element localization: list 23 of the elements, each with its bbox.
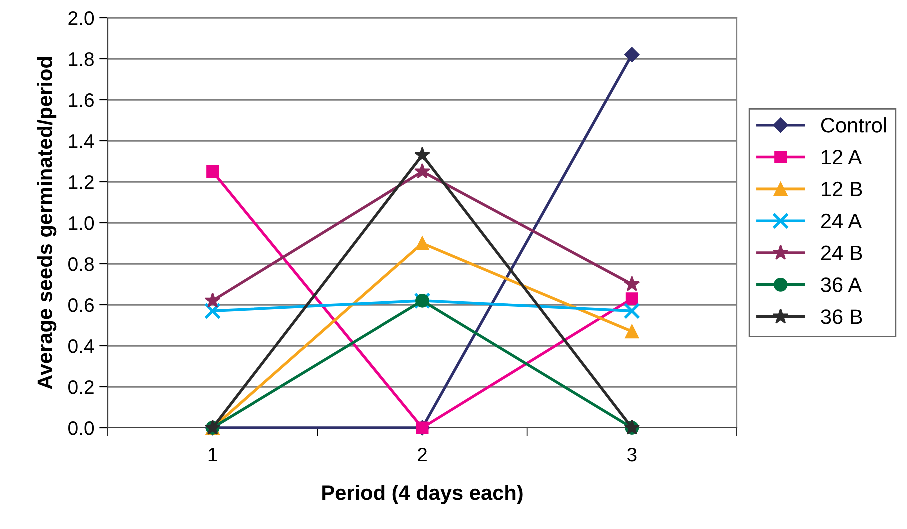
x-tick-label: 3	[628, 448, 637, 462]
legend-label: 24 B	[821, 246, 862, 260]
legend-label: Control	[821, 118, 886, 133]
x-axis-title: Period (4 days each)	[322, 485, 523, 504]
y-tick-label: 0.6	[68, 298, 94, 312]
y-axis-title: Average seeds germinated/period	[37, 57, 57, 390]
y-tick-label: 1.4	[69, 134, 94, 148]
y-tick-label: 1.6	[69, 93, 94, 108]
y-tick-label: 1.2	[69, 175, 94, 190]
x-tick-label: 1	[208, 448, 218, 462]
y-tick-label: 0.8	[68, 257, 94, 272]
y-tick-label: 0.4	[68, 339, 94, 354]
y-tick-label: 1.8	[69, 52, 94, 66]
legend-label: 36 B	[821, 310, 862, 324]
legend-label: 36 A	[821, 278, 862, 292]
y-tick-label: 2.0	[68, 11, 94, 26]
legend-label: 24 A	[821, 214, 862, 228]
x-tick-label: 2	[418, 448, 427, 462]
y-tick-label: 0.0	[68, 421, 94, 436]
legend-label: 12 B	[822, 182, 862, 196]
y-tick-label: 0.2	[68, 380, 94, 394]
legend-label: 12 A	[822, 150, 862, 165]
y-tick-label: 1.0	[69, 216, 94, 230]
